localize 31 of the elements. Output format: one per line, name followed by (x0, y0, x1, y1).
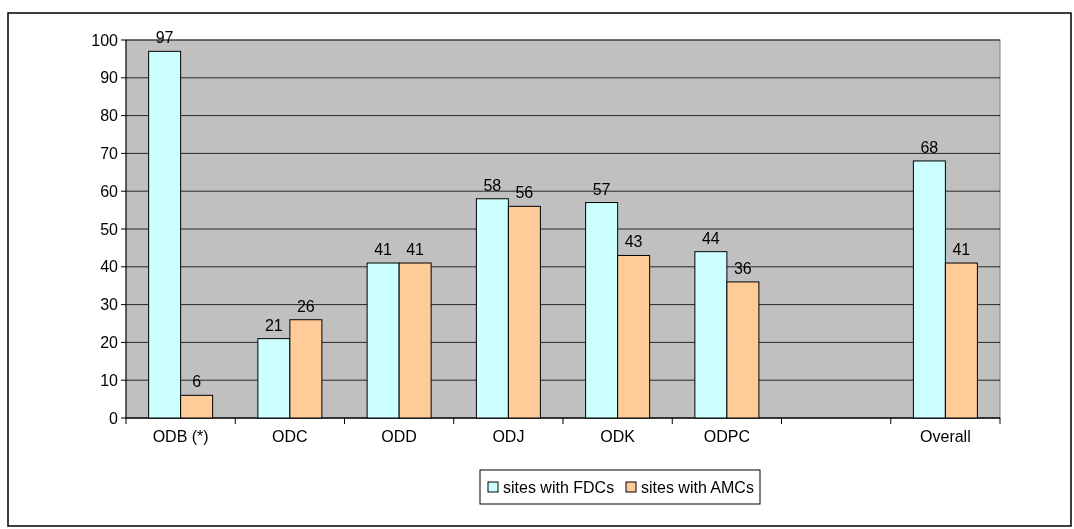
data-label: 68 (920, 138, 939, 156)
y-tick-label: 60 (100, 182, 119, 200)
x-tick-label: ODD (381, 428, 417, 445)
y-tick-label: 40 (100, 258, 119, 276)
x-tick-label: ODB (*) (152, 428, 209, 445)
data-label: 44 (701, 229, 720, 247)
data-label: 58 (483, 176, 502, 194)
data-label: 41 (952, 241, 971, 259)
x-tick-label: ODK (600, 428, 636, 445)
data-label: 43 (624, 233, 643, 251)
y-tick-label: 70 (100, 145, 119, 162)
data-label: 56 (515, 184, 534, 202)
y-tick-label: 100 (91, 31, 119, 49)
x-tick-label: ODC (272, 428, 308, 445)
x-tick-label: ODPC (703, 428, 750, 445)
data-label: 21 (264, 316, 283, 334)
data-label: 57 (592, 180, 611, 198)
data-label: 41 (374, 241, 393, 259)
x-tick-label: Overall (920, 428, 971, 445)
data-label: 41 (406, 241, 425, 259)
legend-label: sites with FDCs (503, 478, 615, 496)
y-tick-label: 50 (100, 220, 119, 238)
data-label: 6 (192, 373, 202, 391)
y-tick-label: 20 (100, 334, 119, 351)
y-tick-label: 10 (100, 371, 119, 389)
y-tick-label: 30 (100, 296, 119, 314)
x-tick-label: ODJ (492, 428, 525, 445)
y-tick-label: 0 (109, 409, 119, 427)
legend-label: sites with AMCs (641, 478, 754, 496)
y-tick-label: 80 (100, 107, 119, 125)
y-tick-label: 90 (100, 69, 119, 87)
